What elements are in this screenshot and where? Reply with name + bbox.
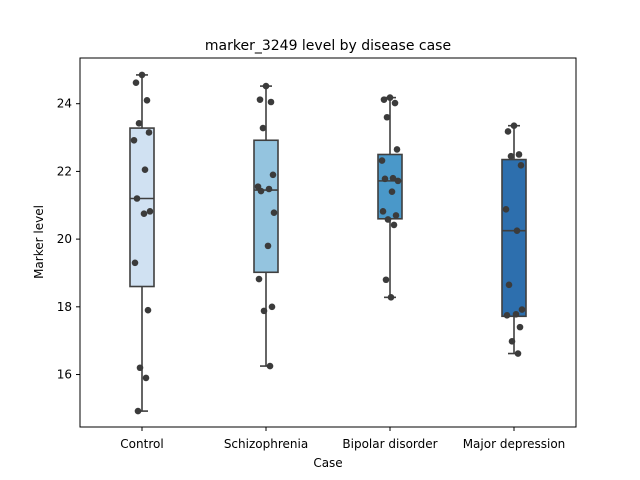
data-point [141, 166, 149, 174]
y-axis: 16 18 20 22 24 [57, 97, 80, 382]
data-point [387, 294, 395, 301]
data-point [514, 350, 522, 357]
plot-frame [79, 57, 577, 428]
data-point [269, 171, 277, 179]
points-group [378, 94, 402, 301]
data-point [383, 113, 391, 121]
data-point [259, 124, 267, 132]
x-tick-label: Bipolar disorder [342, 437, 437, 451]
data-point [386, 94, 394, 101]
data-point [502, 206, 510, 213]
y-tick-label: 24 [57, 97, 72, 111]
data-point [504, 128, 512, 135]
data-point [146, 208, 154, 215]
data-point [516, 323, 524, 331]
x-axis-label: Case [313, 456, 342, 470]
data-point [518, 306, 526, 313]
data-point [388, 188, 396, 196]
box-body [377, 153, 403, 220]
data-point [391, 99, 399, 107]
data-point [132, 79, 140, 87]
data-point [517, 162, 525, 169]
data-point [503, 311, 511, 319]
data-point [265, 185, 273, 193]
data-point [394, 177, 402, 185]
x-tick-label: Control [120, 437, 163, 451]
data-point [130, 136, 138, 144]
data-point [260, 307, 268, 315]
data-point [392, 212, 400, 219]
data-point [143, 97, 151, 104]
data-point [379, 208, 387, 215]
data-point [268, 303, 276, 311]
y-tick-label: 18 [57, 300, 72, 314]
data-point [134, 407, 142, 415]
chart-title: marker_3249 level by disease case [205, 38, 451, 54]
data-point [393, 146, 401, 153]
box-group [501, 124, 527, 355]
data-point [389, 174, 397, 182]
data-point [510, 122, 518, 130]
data-point [384, 216, 392, 223]
data-point [513, 227, 521, 234]
data-point [512, 310, 520, 318]
points-group [130, 71, 154, 415]
data-point [142, 374, 150, 382]
y-tick-label: 16 [57, 368, 72, 382]
data-point [133, 195, 141, 202]
box-group [253, 85, 279, 367]
data-point [505, 281, 513, 289]
data-point [380, 96, 388, 103]
data-point [262, 82, 270, 90]
data-point [135, 120, 143, 127]
plot-area [129, 71, 527, 415]
data-point [382, 276, 390, 284]
data-point [145, 129, 153, 136]
data-point [257, 187, 265, 195]
data-point [508, 338, 516, 345]
data-point [131, 259, 139, 267]
data-point [136, 364, 144, 372]
data-point [140, 210, 148, 218]
x-tick-label: Major depression [463, 437, 566, 451]
data-point [138, 71, 146, 79]
box-group [377, 96, 403, 299]
data-point [515, 151, 523, 158]
data-point [264, 242, 272, 250]
data-point [267, 98, 275, 106]
data-point [507, 152, 515, 160]
box-body [253, 139, 279, 274]
y-tick-label: 20 [57, 232, 72, 246]
y-tick-label: 22 [57, 164, 72, 178]
data-point [256, 96, 264, 103]
x-axis: Control Schizophrenia Bipolar disorder Majo… [120, 427, 565, 451]
x-tick-label: Schizophrenia [224, 437, 308, 451]
y-axis-label: Marker level [32, 205, 46, 279]
data-point [255, 275, 263, 283]
data-point [266, 362, 274, 370]
data-point [378, 157, 386, 164]
points-group [502, 122, 526, 357]
data-point [270, 209, 278, 217]
data-point [144, 306, 152, 314]
data-point [390, 221, 398, 229]
box-body [501, 158, 527, 318]
points-group [254, 82, 278, 370]
data-point [381, 175, 389, 183]
